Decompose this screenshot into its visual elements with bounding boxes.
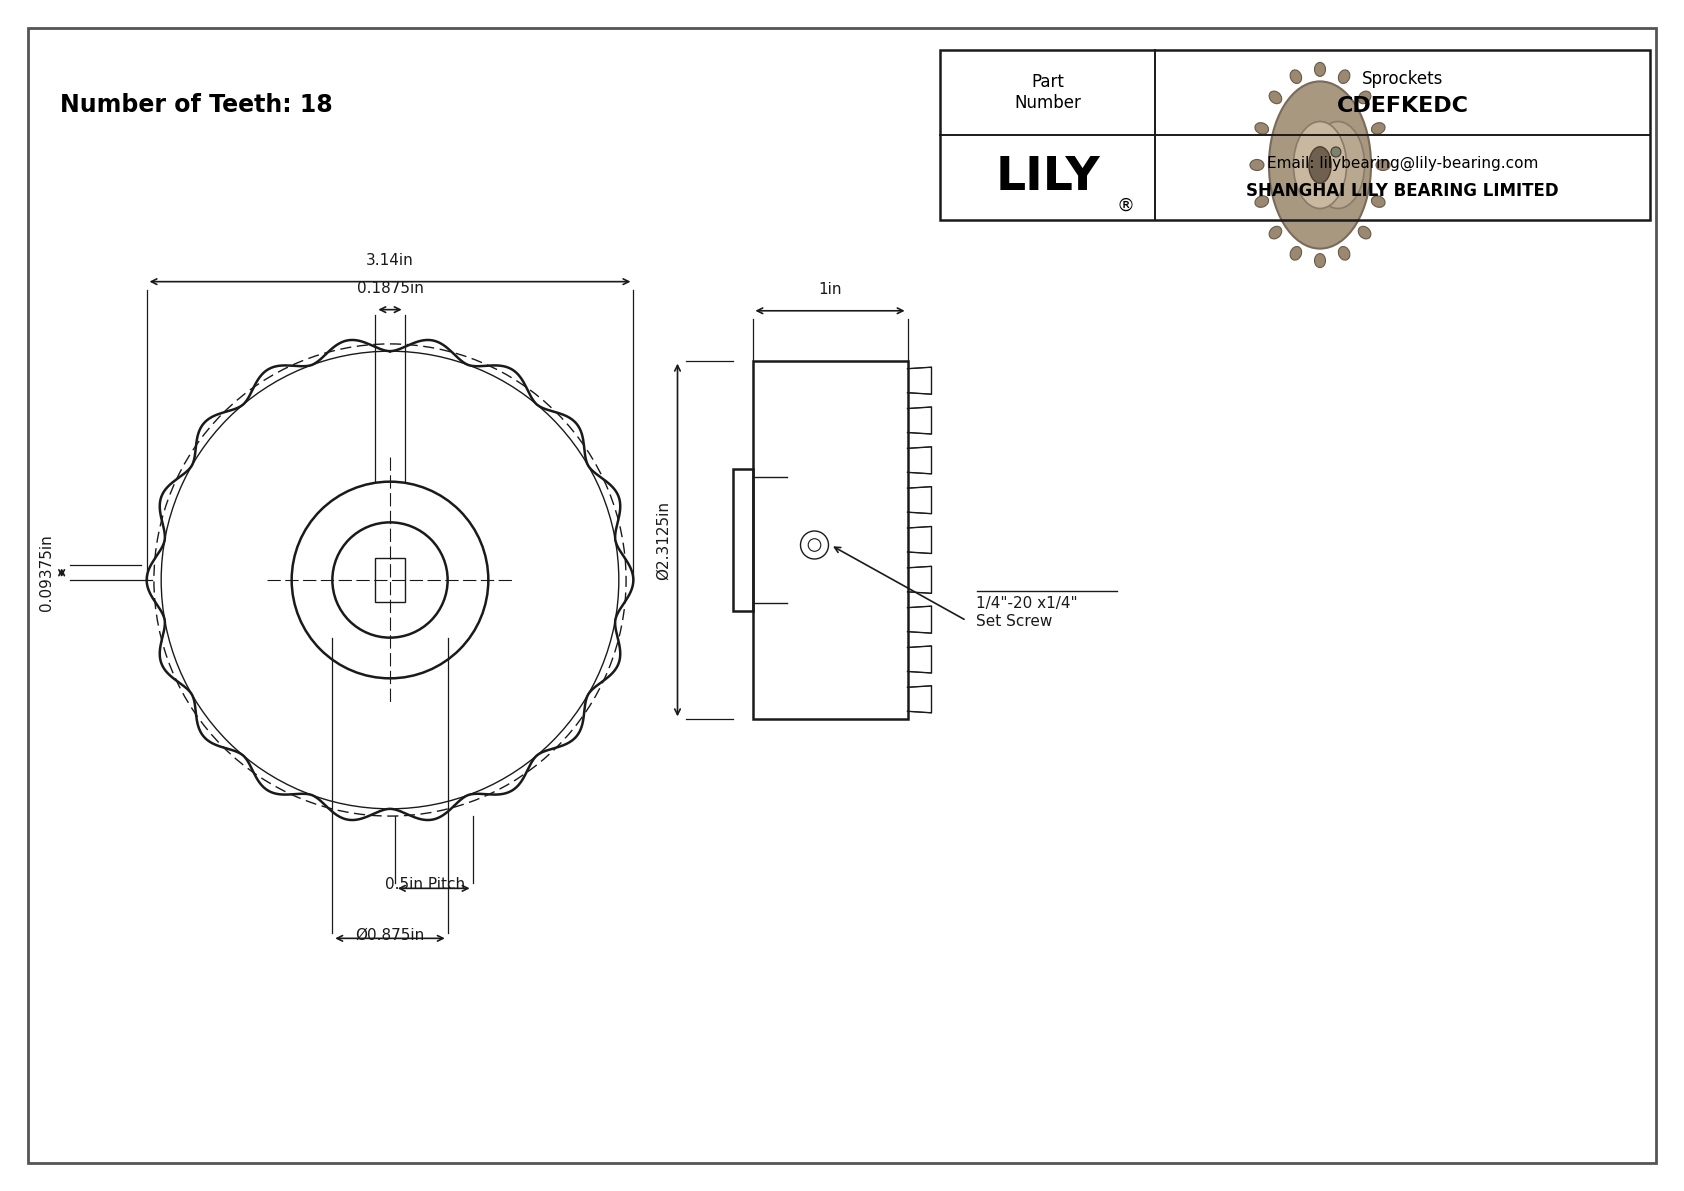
Bar bbox=[733, 469, 753, 611]
Text: 3.14in: 3.14in bbox=[365, 252, 414, 268]
Text: 0.09375in: 0.09375in bbox=[39, 535, 54, 611]
Ellipse shape bbox=[1270, 226, 1282, 239]
Text: 0.5in Pitch: 0.5in Pitch bbox=[386, 878, 465, 892]
Text: Number of Teeth: 18: Number of Teeth: 18 bbox=[61, 93, 333, 117]
Text: LILY: LILY bbox=[995, 155, 1100, 200]
Ellipse shape bbox=[1371, 195, 1384, 207]
Circle shape bbox=[1330, 146, 1340, 157]
Ellipse shape bbox=[1339, 70, 1351, 83]
Text: Ø0.875in: Ø0.875in bbox=[355, 928, 424, 942]
Ellipse shape bbox=[1270, 81, 1371, 249]
Ellipse shape bbox=[1315, 62, 1325, 76]
Text: Sprockets: Sprockets bbox=[1362, 69, 1443, 87]
Text: ®: ® bbox=[1116, 197, 1135, 214]
Ellipse shape bbox=[1250, 160, 1265, 170]
Text: CDEFKEDC: CDEFKEDC bbox=[1337, 96, 1468, 117]
Ellipse shape bbox=[1255, 195, 1268, 207]
Text: SHANGHAI LILY BEARING LIMITED: SHANGHAI LILY BEARING LIMITED bbox=[1246, 182, 1559, 200]
Ellipse shape bbox=[1290, 247, 1302, 260]
Text: Email: lilybearing@lily-bearing.com: Email: lilybearing@lily-bearing.com bbox=[1266, 156, 1537, 172]
Ellipse shape bbox=[1293, 121, 1347, 208]
Ellipse shape bbox=[1290, 70, 1302, 83]
Bar bbox=[940, 50, 1650, 220]
Ellipse shape bbox=[1255, 123, 1268, 135]
Ellipse shape bbox=[1376, 160, 1389, 170]
Ellipse shape bbox=[1359, 91, 1371, 104]
Text: Part
Number: Part Number bbox=[1014, 73, 1081, 112]
Text: Ø2.3125in: Ø2.3125in bbox=[657, 500, 670, 580]
Text: 1in: 1in bbox=[818, 282, 842, 297]
Text: 1/4"-20 x1/4"
Set Screw: 1/4"-20 x1/4" Set Screw bbox=[977, 597, 1078, 629]
Ellipse shape bbox=[1308, 146, 1330, 183]
Bar bbox=[753, 361, 908, 719]
Bar bbox=[376, 557, 404, 603]
Ellipse shape bbox=[1359, 226, 1371, 239]
Ellipse shape bbox=[1339, 247, 1351, 260]
Ellipse shape bbox=[1371, 123, 1384, 135]
Ellipse shape bbox=[1315, 254, 1325, 268]
Ellipse shape bbox=[1270, 91, 1282, 104]
Text: 0.1875in: 0.1875in bbox=[357, 281, 423, 295]
Ellipse shape bbox=[1312, 121, 1364, 208]
